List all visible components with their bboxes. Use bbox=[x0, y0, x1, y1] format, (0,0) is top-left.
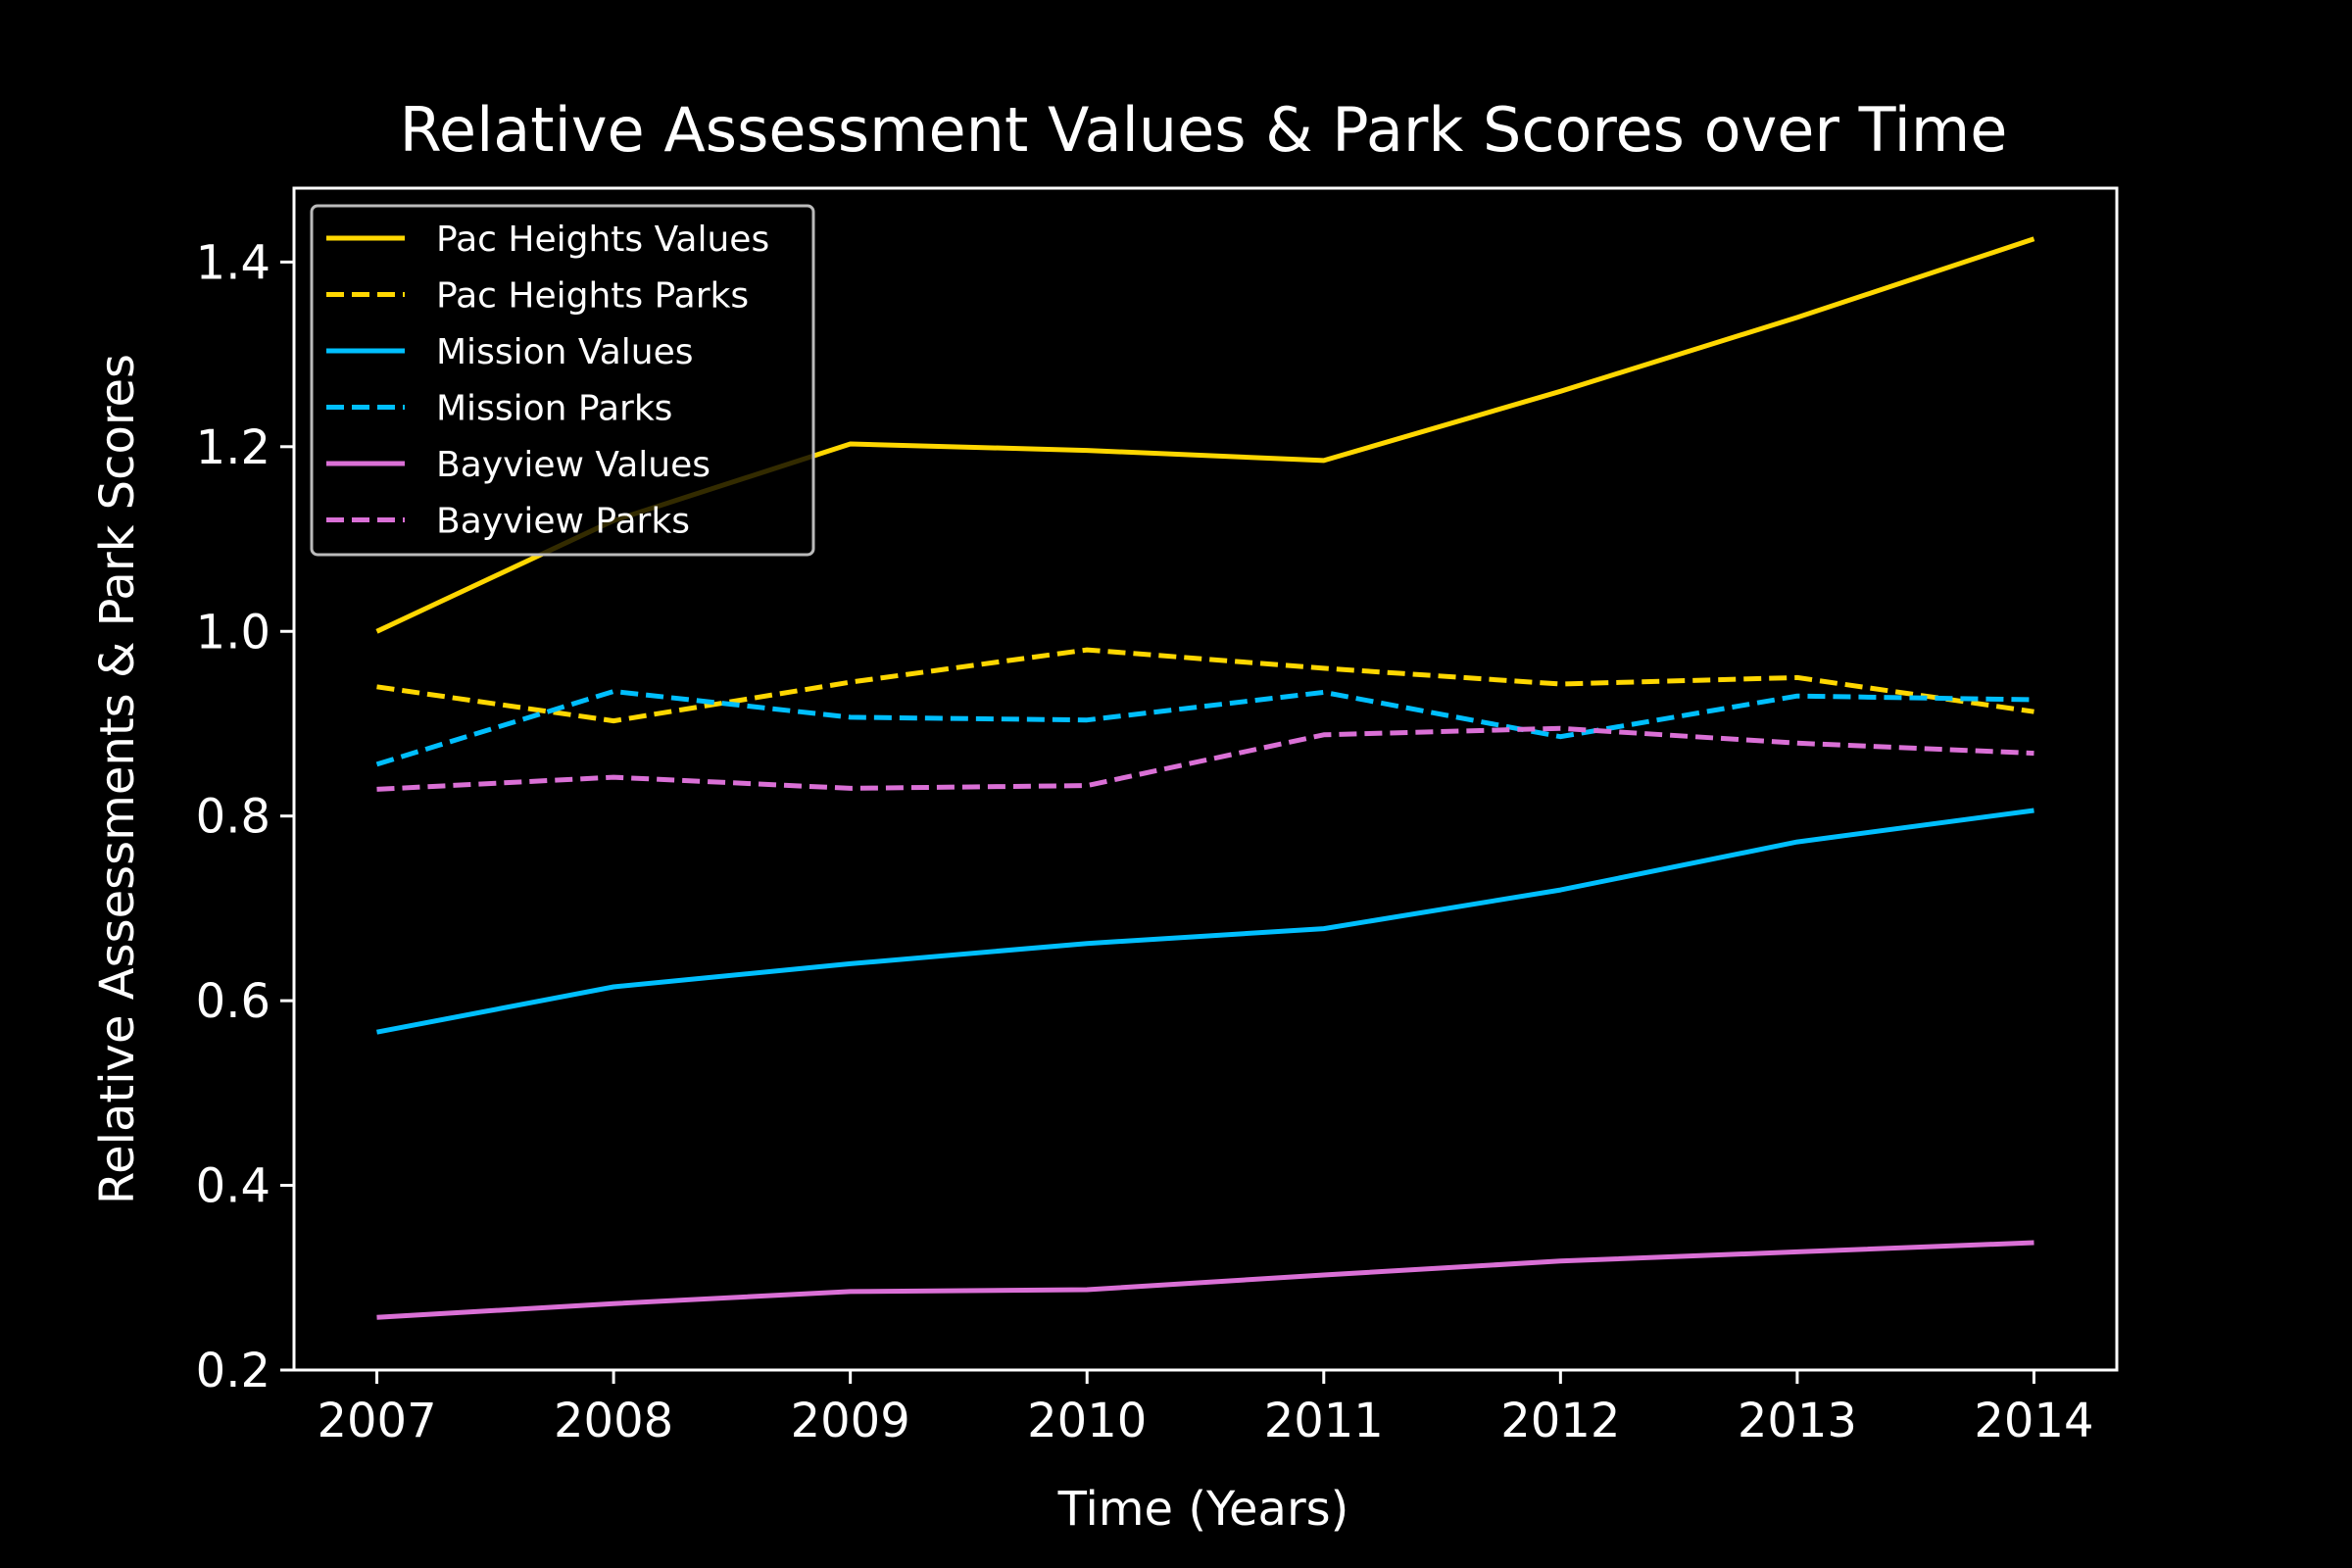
y-tick-label: 0.2 bbox=[196, 1344, 270, 1398]
series-line-pac-heights-parks bbox=[376, 647, 2034, 724]
y-axis: 0.2 0.4 0.6 0.8 1.0 1.2 1.4 bbox=[196, 235, 294, 1398]
x-axis: 2007 2008 2009 2010 2011 2012 2013 2014 bbox=[317, 1370, 2094, 1448]
legend-box bbox=[310, 204, 815, 557]
series-line-bayview-values bbox=[376, 1240, 2034, 1320]
series-line-mission-parks bbox=[375, 689, 2034, 767]
y-tick-label: 1.2 bbox=[196, 420, 270, 475]
y-tick-label: 0.8 bbox=[196, 790, 270, 845]
x-tick-label: 2008 bbox=[554, 1394, 673, 1448]
legend-label: Pac Heights Values bbox=[436, 220, 769, 260]
legend-label: Mission Values bbox=[436, 332, 693, 372]
x-tick-label: 2013 bbox=[1738, 1394, 1857, 1448]
legend-label: Bayview Parks bbox=[436, 502, 690, 542]
legend: Pac Heights Values Pac Heights Parks Missi… bbox=[310, 204, 815, 557]
y-axis-label: Relative Assessments & Park Scores bbox=[90, 354, 145, 1204]
y-tick-label: 1.4 bbox=[196, 235, 270, 290]
legend-label: Pac Heights Parks bbox=[436, 276, 749, 317]
legend-label: Mission Parks bbox=[436, 389, 672, 429]
chart-title: Relative Assessment Values & Park Scores… bbox=[400, 94, 2008, 166]
legend-entries: Pac Heights Values Pac Heights Parks Missi… bbox=[326, 220, 769, 542]
y-tick-label: 0.6 bbox=[196, 974, 270, 1029]
x-tick-label: 2009 bbox=[791, 1394, 910, 1448]
x-tick-label: 2014 bbox=[1974, 1394, 2093, 1448]
x-tick-label: 2011 bbox=[1264, 1394, 1384, 1448]
x-tick-label: 2012 bbox=[1500, 1394, 1620, 1448]
x-tick-label: 2010 bbox=[1027, 1394, 1147, 1448]
x-tick-label: 2007 bbox=[317, 1394, 436, 1448]
x-axis-label: Time (Years) bbox=[1057, 1482, 1349, 1537]
y-tick-label: 0.4 bbox=[196, 1159, 270, 1214]
plot-frame bbox=[292, 186, 2119, 1372]
legend-label: Bayview Values bbox=[436, 445, 710, 485]
y-tick-label: 1.0 bbox=[196, 605, 270, 660]
series-line-bayview-parks bbox=[376, 725, 2034, 792]
series-line-mission-values bbox=[376, 808, 2034, 1035]
